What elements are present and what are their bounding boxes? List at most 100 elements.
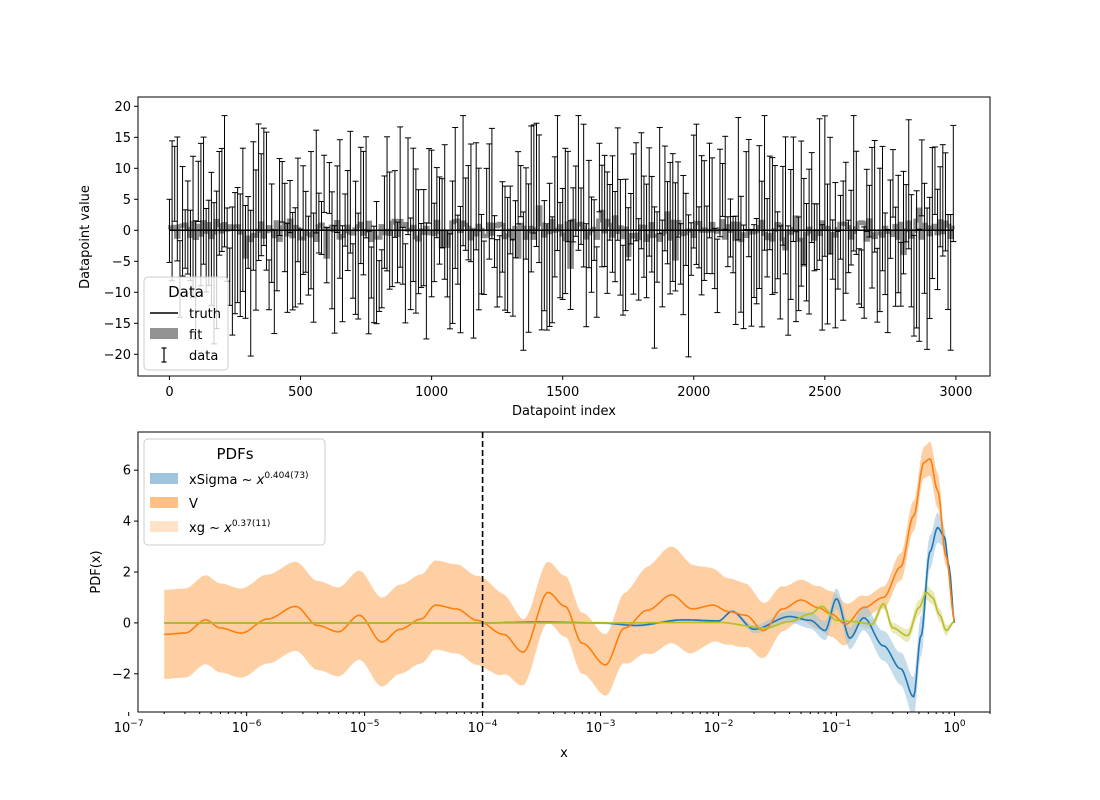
data-errorbar	[273, 229, 280, 292]
data-errorbar	[583, 223, 590, 328]
data-errorbar	[465, 165, 472, 261]
data-errorbar	[664, 181, 671, 265]
data-errorbar	[575, 115, 582, 251]
data-errorbar	[397, 126, 404, 268]
data-errorbar	[425, 148, 432, 224]
x-tick-label: 100	[943, 719, 966, 736]
data-errorbar	[785, 225, 792, 336]
data-errorbar	[646, 147, 653, 257]
data-errorbar	[491, 215, 498, 268]
data-errorbar	[627, 192, 634, 245]
data-errorbar	[355, 212, 362, 320]
data-errorbar	[184, 180, 191, 275]
data-errorbar	[929, 147, 936, 280]
y-tick: 20	[114, 100, 138, 115]
data-errorbar	[798, 140, 805, 287]
data-errorbar	[258, 153, 265, 257]
data-errorbar	[239, 147, 246, 292]
data-errorbar	[585, 159, 592, 269]
data-errorbar	[182, 209, 189, 269]
data-errorbar	[478, 213, 485, 295]
data-errorbar	[234, 187, 241, 304]
data-errorbar	[292, 207, 299, 308]
data-errorbar	[363, 136, 370, 239]
data-errorbar	[384, 136, 391, 272]
data-errorbar	[918, 139, 925, 217]
data-errorbar	[247, 209, 254, 357]
y-tick-label: −20	[104, 348, 131, 363]
data-errorbar	[635, 218, 642, 301]
data-errorbar	[517, 165, 524, 218]
data-errorbar	[669, 153, 676, 282]
data-errorbar	[827, 136, 834, 255]
data-errorbar	[743, 151, 750, 231]
data-errorbar	[782, 136, 789, 275]
data-errorbar	[407, 217, 414, 311]
data-errorbar	[926, 196, 933, 319]
data-errorbar	[903, 184, 910, 243]
data-errorbar	[606, 183, 613, 241]
y-tick-label: −5	[112, 255, 131, 270]
data-errorbar	[541, 200, 548, 312]
data-errorbar	[840, 180, 847, 321]
y-tick-label: 10	[114, 162, 131, 177]
data-errorbar	[512, 200, 519, 259]
data-errorbar	[452, 126, 459, 269]
data-errorbar	[937, 166, 944, 248]
data-errorbar	[279, 161, 286, 223]
data-errorbar	[706, 142, 713, 239]
data-errorbar	[640, 175, 647, 278]
data-errorbar	[656, 126, 663, 235]
legend-xsigma-swatch	[150, 473, 178, 484]
data-errorbar	[318, 200, 325, 255]
y-tick-label: 15	[114, 131, 131, 146]
data-errorbar	[711, 227, 718, 290]
datapoints-legend: Data truth fit data	[143, 276, 229, 371]
data-errorbar	[753, 218, 760, 305]
data-errorbar	[821, 115, 828, 257]
data-errorbar	[853, 150, 860, 255]
data-errorbar	[570, 187, 577, 243]
data-errorbar	[617, 178, 624, 296]
data-errorbar	[740, 224, 747, 330]
y-tick: −2	[112, 667, 138, 682]
data-errorbar	[842, 161, 849, 294]
data-errorbar	[661, 145, 668, 252]
data-errorbar	[887, 179, 894, 259]
data-errorbar	[494, 239, 501, 308]
data-errorbar	[486, 143, 493, 260]
data-errorbar	[764, 198, 771, 278]
legend-xg-label: xg ~ x0.37(11)	[189, 519, 270, 536]
data-errorbar	[871, 140, 878, 253]
data-errorbar	[428, 149, 435, 298]
data-errorbar	[685, 214, 692, 358]
data-errorbar	[905, 119, 912, 250]
legend-v-swatch	[150, 497, 178, 508]
data-errorbar	[370, 225, 377, 324]
data-errorbar	[751, 224, 758, 299]
data-errorbar	[588, 196, 595, 293]
pdf-y-ticks: −2 0 2 4 6	[112, 464, 138, 682]
pdf-legend: PDFs xSigma ~ x0.404(73) V xg ~ x0.37(11…	[143, 438, 326, 546]
data-errorbar	[892, 206, 899, 307]
data-errorbar	[609, 155, 616, 273]
data-errorbar	[218, 147, 225, 252]
data-errorbar	[777, 225, 784, 320]
data-errorbar	[360, 150, 367, 276]
y-tick: −20	[104, 348, 138, 363]
data-errorbar	[276, 158, 283, 237]
data-errorbar	[420, 189, 427, 287]
data-errorbar	[580, 123, 587, 268]
data-errorbar	[536, 134, 543, 264]
y-tick-label: 2	[123, 566, 131, 581]
data-errorbar	[297, 228, 304, 305]
data-errorbar	[284, 222, 291, 313]
data-errorbar	[415, 189, 422, 295]
data-errorbar	[942, 152, 949, 252]
legend-v-label: V	[189, 497, 198, 512]
data-errorbar	[554, 115, 561, 252]
legend-xsigma-label: xSigma ~ x0.404(73)	[189, 471, 309, 488]
data-errorbar	[266, 259, 273, 311]
data-errorbar	[287, 179, 294, 234]
